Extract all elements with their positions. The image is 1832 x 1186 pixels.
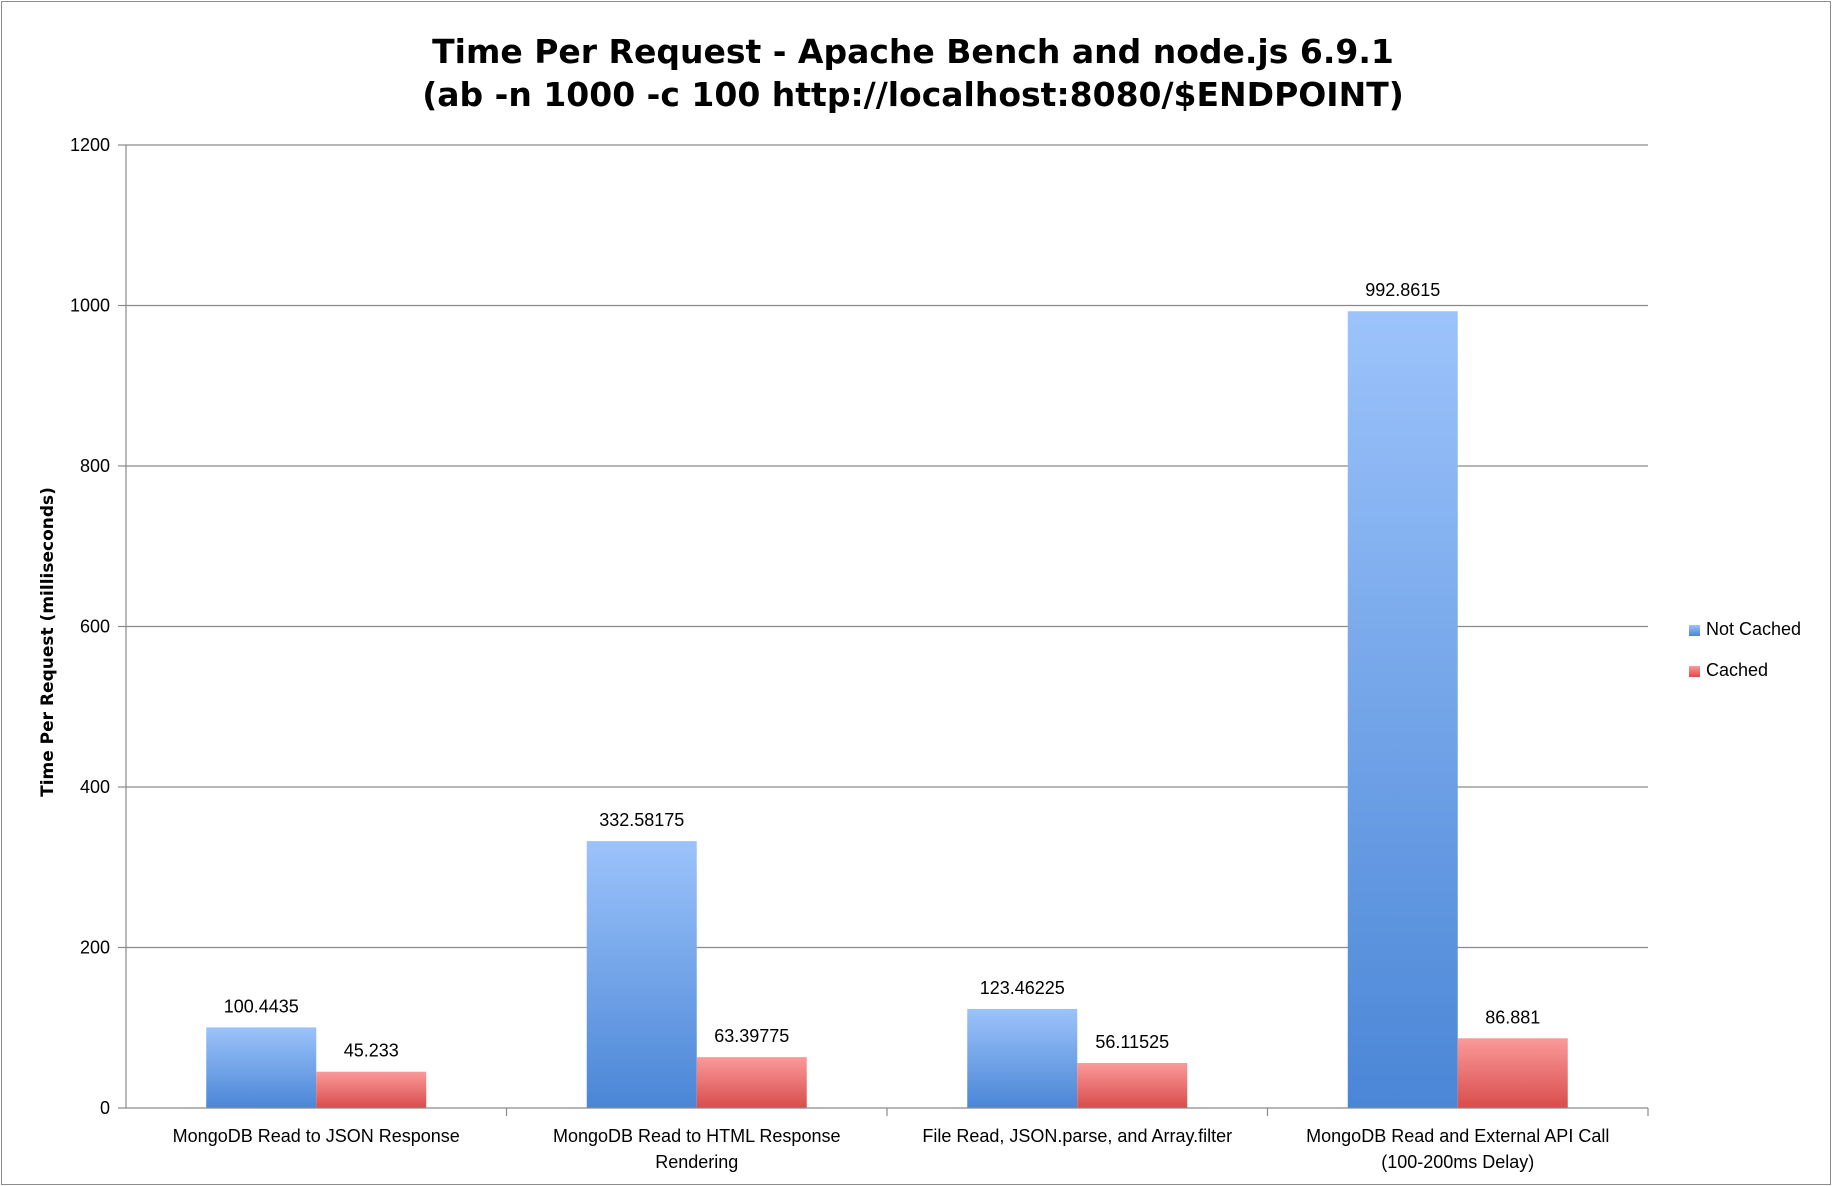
y-tick-label: 400: [80, 777, 110, 797]
data-label: 63.39775: [714, 1026, 789, 1046]
chart-title: Time Per Request - Apache Bench and node…: [432, 32, 1394, 71]
legend-label: Not Cached: [1706, 619, 1801, 639]
legend: Not Cached Cached: [1689, 619, 1801, 680]
x-category-label: File Read, JSON.parse, and Array.filter: [922, 1126, 1232, 1146]
bar-not-cached: [206, 1027, 317, 1108]
data-label: 992.8615: [1365, 280, 1440, 300]
y-axis-label: Time Per Request (milliseconds): [38, 487, 58, 797]
bar-cached: [1457, 1038, 1568, 1108]
axes: MongoDB Read to JSON Response MongoDB Rea…: [125, 145, 1649, 1172]
y-tick-label: 1000: [70, 296, 110, 316]
bar-cached: [696, 1057, 807, 1108]
bar-cached: [316, 1071, 427, 1108]
y-tick-label: 1200: [70, 135, 110, 155]
bars: 100.4435 45.233 332.58175 63.39775 123.46225…: [206, 280, 1568, 1108]
x-category-label: MongoDB Read to HTML Response Rendering: [553, 1126, 840, 1172]
bar-not-cached: [1347, 311, 1458, 1108]
legend-swatch: [1689, 666, 1700, 677]
y-tick-label: 200: [80, 938, 110, 958]
x-category-label: MongoDB Read to JSON Response: [173, 1126, 460, 1146]
data-label: 45.233: [344, 1041, 399, 1061]
y-tick-label: 600: [80, 617, 110, 637]
data-label: 56.11525: [1095, 1032, 1169, 1052]
bar-cached: [1077, 1062, 1188, 1108]
bar-not-cached: [586, 841, 697, 1108]
y-tick-label: 800: [80, 456, 110, 476]
chart-subtitle: (ab -n 1000 -c 100 http://localhost:8080…: [422, 75, 1404, 114]
x-category-label: MongoDB Read and External API Call (100-2…: [1306, 1126, 1609, 1172]
legend-label: Cached: [1706, 660, 1768, 680]
data-label: 100.4435: [224, 996, 299, 1016]
y-tick-label: 0: [100, 1098, 110, 1118]
data-label: 332.58175: [599, 810, 684, 830]
legend-swatch: [1689, 625, 1700, 636]
data-label: 123.46225: [980, 978, 1065, 998]
bar-not-cached: [967, 1008, 1078, 1108]
data-label: 86.881: [1485, 1007, 1540, 1027]
